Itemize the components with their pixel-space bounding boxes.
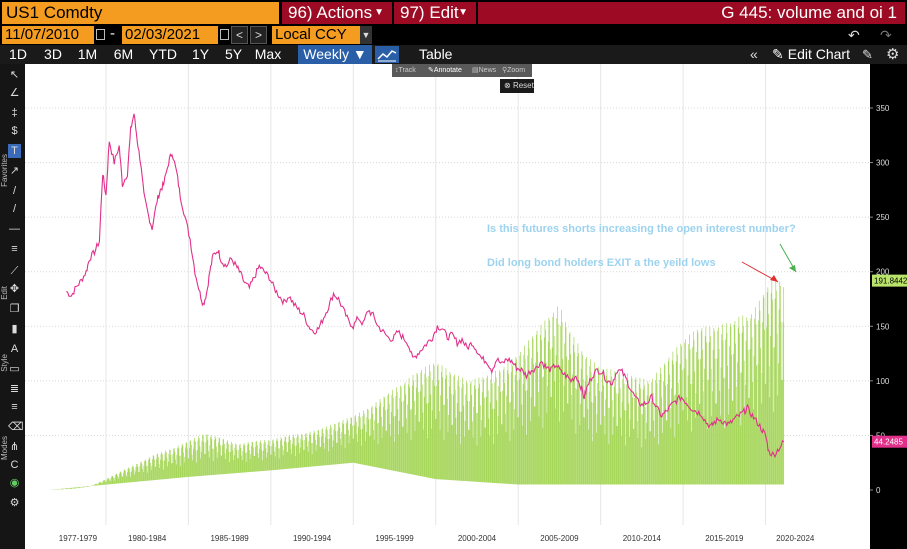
zoom-label: Zoom (507, 67, 526, 74)
period-ytd[interactable]: YTD (149, 46, 177, 62)
annotation-question-2[interactable]: Did long bond holders EXIT a the yeild l… (487, 257, 716, 269)
reset-label: Reset (512, 81, 534, 90)
caret-down-icon: ▼ (374, 7, 384, 18)
annotation-question-1[interactable]: Is this futures shorts increasing the op… (487, 223, 796, 235)
measure-icon[interactable]: ⟋ (10, 265, 19, 277)
drawing-toolbar: ↖ ∠ ‡ $ T ↗ / / — ≡ ⟋ ✥ ❐ ▮ A ▭ ≣ ≡ ⌫ ⋔ … (0, 64, 25, 549)
settings-icon[interactable]: ⚙ (9, 497, 20, 509)
calendar-icon[interactable] (220, 29, 229, 40)
modes-label: Modes (0, 436, 9, 461)
cursor-icon[interactable]: ↖ (9, 69, 20, 81)
end-date-input[interactable]: 02/03/2021 (122, 26, 218, 44)
undo-icon[interactable]: ↶ (848, 27, 860, 43)
edit-label: Edit (429, 3, 459, 22)
eraser-icon[interactable]: ⌫ (8, 421, 24, 433)
gear-icon[interactable]: ⚙ (886, 46, 900, 63)
header-bar: US1 Comdty 96) Actions ▼ 97) Edit ▼ G 44… (0, 0, 907, 25)
period-1m[interactable]: 1M (77, 46, 98, 62)
chevron-left-icon[interactable]: < (231, 26, 248, 44)
line-weight-icon[interactable]: ≡ (11, 401, 18, 413)
news-label: News (478, 67, 497, 74)
edit-number: 97) (400, 3, 425, 22)
edit-label: Edit (0, 286, 9, 300)
copy-icon[interactable]: ❐ (9, 303, 20, 315)
delete-icon[interactable]: ▮ (11, 323, 18, 335)
text-tool-icon[interactable]: T (8, 144, 21, 158)
currency-select[interactable]: Local CCY (272, 26, 360, 44)
period-3d[interactable]: 3D (44, 46, 62, 62)
double-chevron-left-icon[interactable]: « (750, 46, 758, 62)
font-icon[interactable]: A (10, 343, 19, 355)
period-weekly[interactable]: Weekly ▼ (298, 45, 372, 64)
news-button[interactable]: ▤ News (472, 64, 496, 77)
snap-icon[interactable]: C (10, 459, 19, 471)
calendar-icon[interactable] (96, 29, 105, 40)
channel-icon[interactable]: ≡ (11, 243, 18, 255)
chart-mini-toolbar: ↕ Track ✎ Annotate ▤ News ⚲ Zoom (392, 64, 532, 77)
annotate-button[interactable]: ✎ Annotate (428, 64, 462, 77)
actions-menu-button[interactable]: 96) Actions ▼ (282, 2, 392, 24)
fill-icon[interactable]: ▭ (9, 363, 20, 375)
magnet-icon[interactable]: ⋔ (9, 441, 20, 453)
trend-icon[interactable]: ↗ (9, 165, 20, 177)
y-axis-panel (870, 64, 907, 549)
chart-title: G 445: volume and oi 1 (478, 2, 905, 24)
caret-down-icon: ▼ (458, 7, 468, 18)
line-draw-icon[interactable]: ∠ (9, 87, 20, 99)
edit-chart-label: Edit Chart (787, 46, 850, 62)
zoom-button[interactable]: ⚲ Zoom (502, 64, 525, 77)
move-icon[interactable]: ✥ (9, 283, 20, 295)
annotate-label: Annotate (433, 67, 462, 74)
color-palette-icon[interactable]: ◉ (9, 477, 20, 489)
actions-label: Actions (316, 3, 373, 22)
table-button[interactable]: Table (419, 46, 453, 62)
track-button[interactable]: ↕ Track (395, 64, 416, 77)
chevron-right-icon[interactable]: > (250, 26, 267, 44)
period-5y[interactable]: 5Y (224, 46, 243, 62)
date-range-bar: 11/07/2010 - 02/03/2021 < > Local CCY ▼ … (0, 25, 907, 45)
actions-number: 96) (288, 3, 313, 22)
edit-menu-button[interactable]: 97) Edit ▼ (394, 2, 476, 24)
edit-box-icon[interactable]: ✎ (862, 47, 873, 62)
track-label: Track (398, 67, 416, 74)
brush-icon[interactable]: / (12, 203, 17, 215)
period-max[interactable]: Max (254, 46, 282, 62)
period-bar: 1D 3D 1M 6M YTD 1Y 5Y Max Weekly ▼ Table « ✎ Edit… (0, 45, 907, 64)
start-date-input[interactable]: 11/07/2010 (2, 26, 94, 44)
dollar-label-icon[interactable]: $ (11, 125, 18, 137)
edit-chart-button[interactable]: ✎ Edit Chart (772, 45, 850, 64)
redo-icon[interactable]: ↷ (880, 27, 892, 43)
period-6m[interactable]: 6M (113, 46, 134, 62)
period-1y[interactable]: 1Y (191, 46, 210, 62)
horizontal-line-icon[interactable]: — (9, 223, 20, 235)
date-separator: - (110, 25, 115, 42)
line-style-icon[interactable]: ≣ (9, 383, 20, 395)
pencil-icon: ✎ (772, 46, 784, 62)
period-1d[interactable]: 1D (9, 46, 27, 62)
line-chart-icon[interactable] (375, 46, 399, 63)
ticker-field[interactable]: US1 Comdty (2, 2, 279, 24)
currency-dropdown-icon[interactable]: ▼ (360, 26, 372, 44)
price-label-icon[interactable]: ‡ (11, 107, 18, 119)
style-label: Style (0, 354, 9, 372)
reset-button[interactable]: ⊗ Reset (500, 79, 534, 93)
chart-area[interactable] (25, 64, 907, 549)
pen-icon[interactable]: / (12, 185, 17, 197)
favorites-label: Favorites (0, 154, 9, 187)
